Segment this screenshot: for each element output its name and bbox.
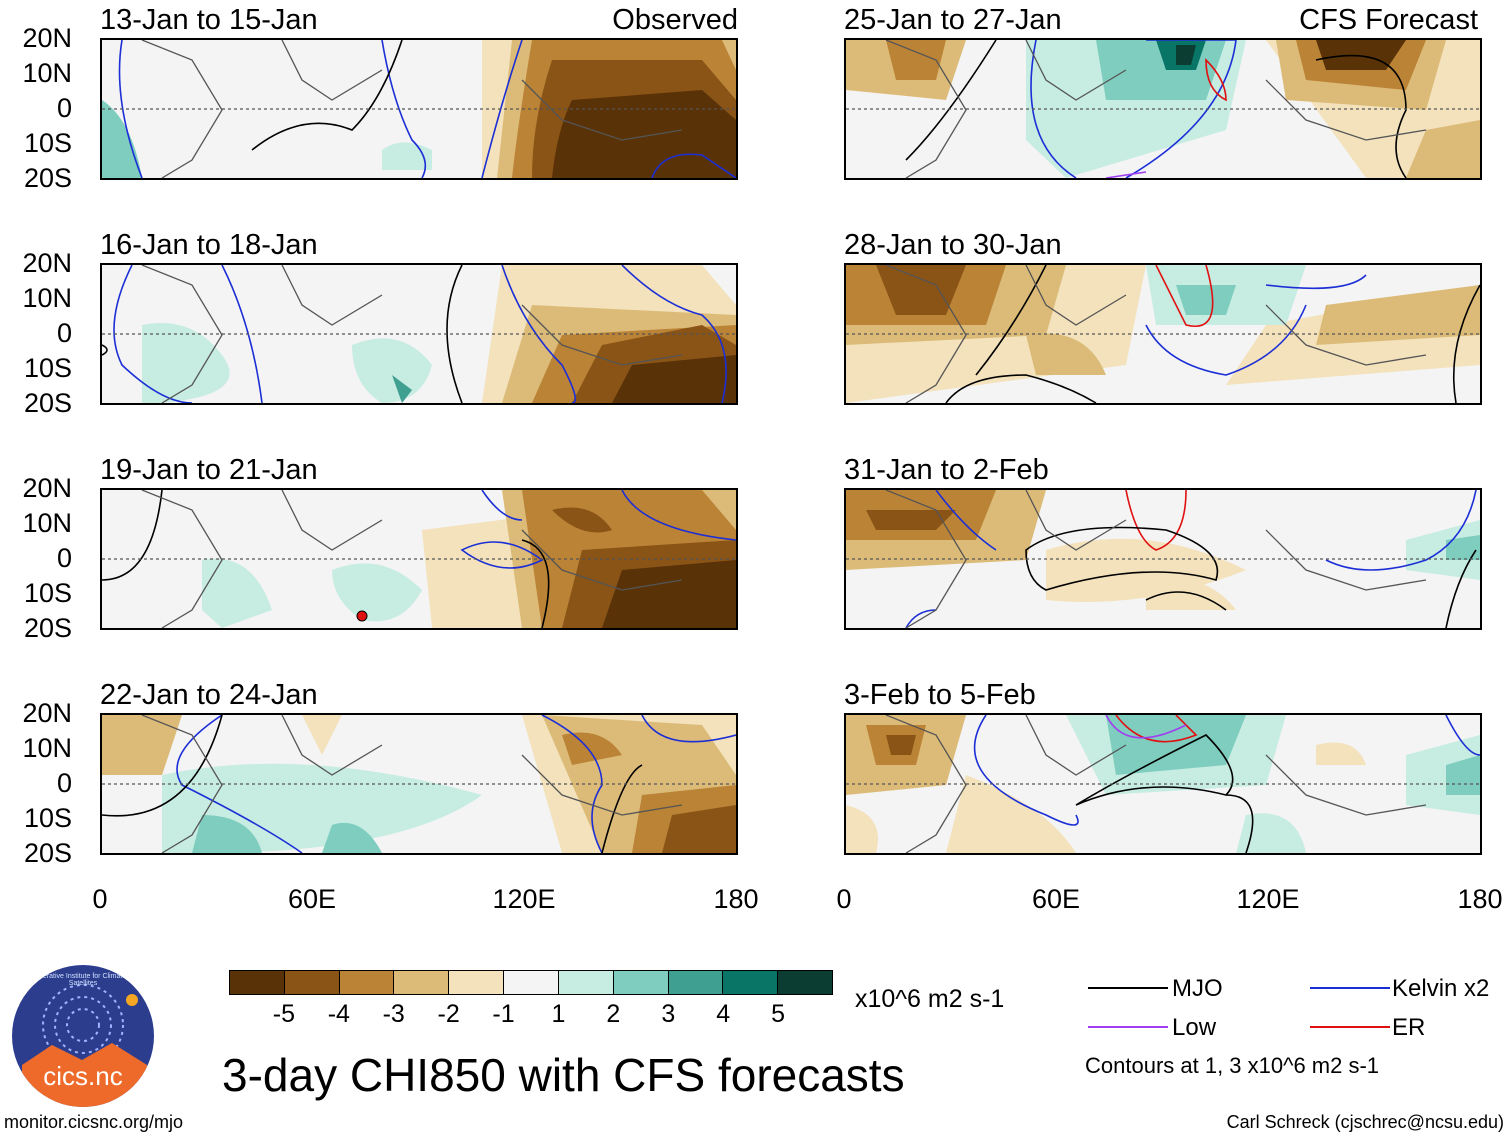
logo-ring-text: Cooperative Institute for Climate and Sa… — [26, 973, 140, 987]
colorbar-swatch — [558, 971, 614, 994]
lat-label: 10S — [23, 128, 72, 158]
lon-label-right-120e: 120E — [1236, 884, 1300, 914]
figure-title: 3-day CHI850 with CFS forecasts — [222, 1049, 905, 1101]
lat-label: 10S — [23, 578, 72, 608]
lat-label: 20S — [23, 388, 72, 418]
lat-label: 10N — [22, 733, 72, 763]
footer-credit: Carl Schreck (cjschrec@ncsu.edu) — [1226, 1112, 1504, 1132]
colorbar — [229, 970, 833, 995]
colorbar-tick-label: 2 — [606, 1000, 621, 1028]
lat-label: 10N — [22, 283, 72, 313]
map-panel — [844, 263, 1482, 405]
lat-label: 10N — [22, 508, 72, 538]
legend-low-label: Low — [1172, 1014, 1217, 1041]
panel-title: 25-Jan to 27-Jan — [844, 4, 1062, 36]
colorbar-tick-label: 4 — [716, 1000, 731, 1028]
lat-label: 20N — [22, 698, 72, 728]
panel-source-label: CFS Forecast — [1299, 4, 1478, 36]
lon-label-right-60e: 60E — [1031, 884, 1081, 914]
colorbar-tick-label: -3 — [382, 1000, 405, 1028]
colorbar-tick-label: 3 — [661, 1000, 676, 1028]
lat-label: 0 — [56, 543, 72, 573]
lat-label: 0 — [56, 768, 72, 798]
colorbar-tick-label: 5 — [771, 1000, 786, 1028]
cics-logo: cics.nc Cooperative Institute for Climat… — [12, 965, 154, 1107]
colorbar-swatch — [504, 971, 559, 994]
colorbar-swatch — [778, 971, 832, 994]
colorbar-tick-label: -2 — [437, 1000, 460, 1028]
lon-label-right-180: 180 — [1457, 884, 1503, 914]
logo-text: cics.nc — [43, 1061, 123, 1091]
colorbar-tick-label: -5 — [272, 1000, 296, 1028]
lat-label: 20S — [23, 613, 72, 643]
lat-label: 20S — [23, 163, 72, 193]
panel-title: 22-Jan to 24-Jan — [100, 679, 318, 711]
panel-title: 28-Jan to 30-Jan — [844, 229, 1062, 261]
map-panel — [844, 38, 1482, 180]
map-panel — [844, 713, 1482, 855]
colorbar-swatch — [668, 971, 724, 994]
footer-url: monitor.cicsnc.org/mjo — [4, 1112, 184, 1132]
panel-title: 19-Jan to 21-Jan — [100, 454, 318, 486]
lat-label: 20S — [23, 838, 72, 868]
lon-label-left-120e: 120E — [492, 884, 556, 914]
panel-source-label: Observed — [612, 4, 738, 36]
map-panel — [100, 713, 738, 855]
legend-kelvin-label: Kelvin x2 — [1392, 975, 1490, 1002]
lat-label: 20N — [22, 473, 72, 503]
legend-mjo-label: MJO — [1172, 975, 1223, 1002]
legend-er-label: ER — [1392, 1014, 1426, 1041]
lon-label-right-0: 0 — [836, 884, 852, 914]
map-panel — [844, 488, 1482, 630]
lon-label-left-60e: 60E — [287, 884, 337, 914]
colorbar-swatch — [613, 971, 669, 994]
legend-er-line — [1310, 1026, 1390, 1028]
colorbar-swatch — [230, 971, 285, 994]
colorbar-swatch — [339, 971, 395, 994]
lon-label-left-180: 180 — [713, 884, 759, 914]
colorbar-tick-label: 1 — [551, 1000, 566, 1028]
lat-label: 0 — [56, 93, 72, 123]
lat-label: 20N — [22, 23, 72, 53]
legend-mjo-line — [1088, 987, 1168, 989]
colorbar-tick-label: -1 — [492, 1000, 515, 1028]
lat-label: 10S — [23, 803, 72, 833]
legend-kelvin-line — [1310, 987, 1390, 989]
legend-low-line — [1088, 1026, 1168, 1028]
lon-label-left-0: 0 — [92, 884, 108, 914]
lat-label: 20N — [22, 248, 72, 278]
lat-label: 0 — [56, 318, 72, 348]
colorbar-swatch — [284, 971, 340, 994]
colorbar-swatch — [723, 971, 779, 994]
colorbar-swatch — [449, 971, 505, 994]
lat-label: 10S — [23, 353, 72, 383]
colorbar-units: x10^6 m2 s-1 — [855, 985, 1005, 1013]
panel-title: 3-Feb to 5-Feb — [844, 679, 1036, 711]
map-panel — [100, 263, 738, 405]
colorbar-swatch — [394, 971, 450, 994]
colorbar-tick-label: -4 — [327, 1000, 350, 1028]
panel-title: 31-Jan to 2-Feb — [844, 454, 1049, 486]
legend-contour-note: Contours at 1, 3 x10^6 m2 s-1 — [1085, 1053, 1380, 1078]
panel-title: 13-Jan to 15-Jan — [100, 4, 318, 36]
panel-title: 16-Jan to 18-Jan — [100, 229, 318, 261]
map-panel — [100, 488, 738, 630]
lat-label: 10N — [22, 58, 72, 88]
map-panel — [100, 38, 738, 180]
